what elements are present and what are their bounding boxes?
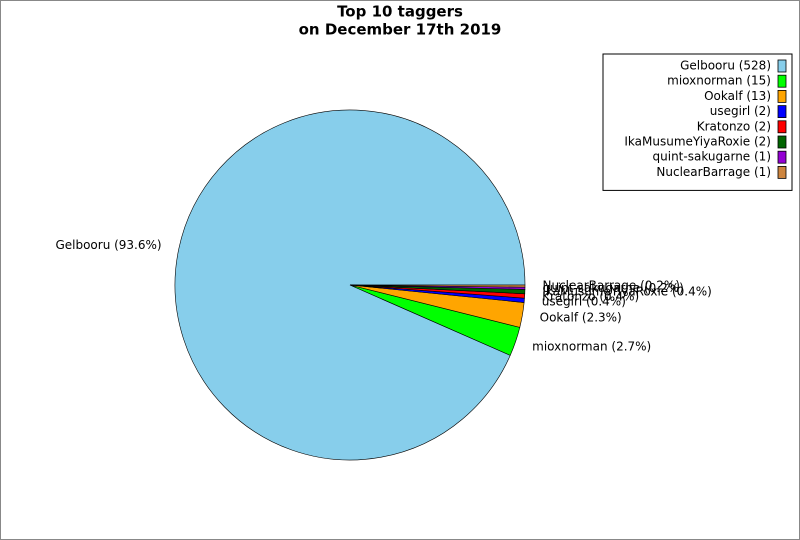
slice-label: mioxnorman (2.7%) [532, 340, 651, 354]
legend-swatch [777, 165, 787, 179]
pie-slice [349, 284, 526, 288]
chart-title: Top 10 taggers [337, 3, 463, 21]
legend-label: Ookalf (13) [704, 89, 771, 103]
legend-swatch [777, 90, 787, 103]
legend-swatch [777, 59, 787, 73]
legend-swatch [777, 74, 787, 88]
legend-swatch [777, 120, 787, 134]
legend-label: IkaMusumeYiyaRoxie (2) [624, 135, 771, 149]
slice-label: NuclearBarrage (0.2%) [542, 279, 679, 293]
legend-label: mioxnorman (15) [667, 74, 771, 88]
slice-label: usegirl (0.4%) [542, 294, 626, 308]
legend-label: quint-sakugarne (1) [653, 150, 771, 164]
slice-label: IkaMusumeYiyaRoxie (0.4%) [542, 285, 711, 299]
legend-label: Gelbooru (528) [680, 59, 771, 73]
slice-label: quint-sakugarne (0.2%) [542, 281, 683, 295]
legend-swatch [777, 150, 787, 164]
slice-label: Ookalf (2.3%) [540, 311, 622, 325]
chart-title: on December 17th 2019 [299, 21, 502, 39]
legend-label: usegirl (2) [710, 104, 771, 118]
slice-label: Kratonzo (0.4%) [542, 290, 639, 304]
legend-swatch [777, 105, 787, 118]
legend-box [602, 53, 793, 191]
legend-label: NuclearBarrage (1) [656, 165, 771, 179]
legend-label: Kratonzo (2) [697, 119, 771, 133]
slice-label: Gelbooru (93.6%) [55, 238, 161, 252]
legend-swatch [777, 135, 787, 149]
